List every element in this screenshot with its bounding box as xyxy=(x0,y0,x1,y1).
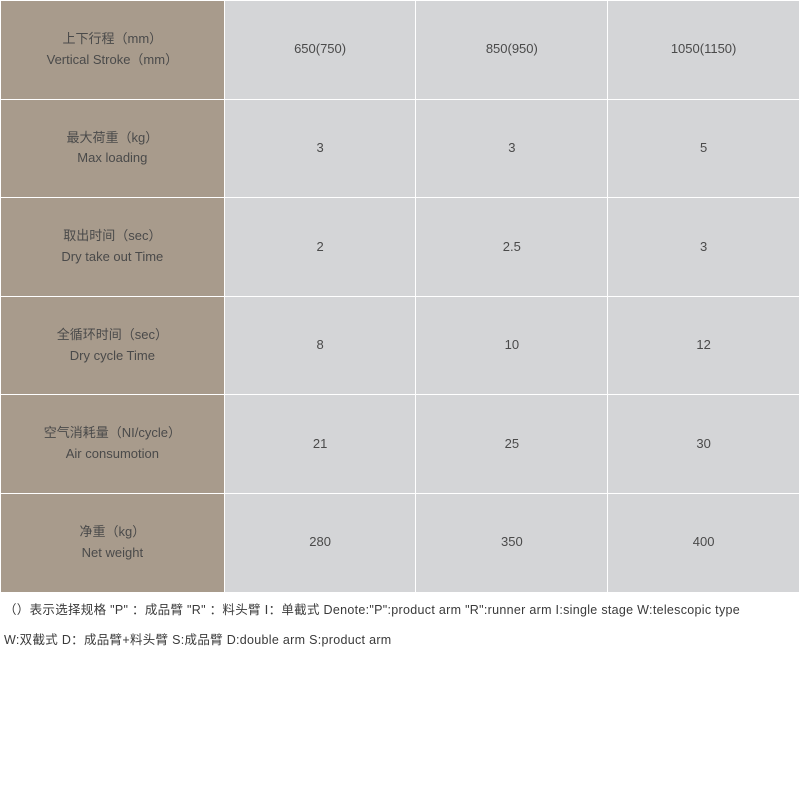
data-cell: 8 xyxy=(224,296,416,395)
table-row: 取出时间（sec） Dry take out Time 2 2.5 3 xyxy=(1,198,800,297)
spec-table-body: 上下行程（mm） Vertical Stroke（mm） 650(750) 85… xyxy=(1,1,800,593)
label-cn: 净重（kg） xyxy=(9,522,216,543)
table-row: 净重（kg） Net weight 280 350 400 xyxy=(1,493,800,592)
data-cell: 280 xyxy=(224,493,416,592)
table-row: 空气消耗量（NI/cycle） Air consumotion 21 25 30 xyxy=(1,395,800,494)
table-row: 上下行程（mm） Vertical Stroke（mm） 650(750) 85… xyxy=(1,1,800,100)
footnote-line-1: （）表示选择规格 "P" ：成品臂 "R" ：料头臂 Ⅰ：单截式 Denote:… xyxy=(0,593,800,624)
data-cell: 650(750) xyxy=(224,1,416,100)
data-cell: 30 xyxy=(608,395,800,494)
table-row: 全循环时间（sec） Dry cycle Time 8 10 12 xyxy=(1,296,800,395)
data-cell: 850(950) xyxy=(416,1,608,100)
label-en: Dry cycle Time xyxy=(9,346,216,367)
footnote-line-2: W:双截式 D：成品臂+料头臂 S:成品臂 D:double arm S:pro… xyxy=(0,623,800,654)
row-label: 上下行程（mm） Vertical Stroke（mm） xyxy=(1,1,225,100)
spec-table: 上下行程（mm） Vertical Stroke（mm） 650(750) 85… xyxy=(0,0,800,593)
label-cn: 取出时间（sec） xyxy=(9,226,216,247)
data-cell: 2.5 xyxy=(416,198,608,297)
data-cell: 400 xyxy=(608,493,800,592)
data-cell: 3 xyxy=(224,99,416,198)
data-cell: 1050(1150) xyxy=(608,1,800,100)
label-en: Vertical Stroke（mm） xyxy=(9,50,216,71)
row-label: 全循环时间（sec） Dry cycle Time xyxy=(1,296,225,395)
data-cell: 2 xyxy=(224,198,416,297)
table-row: 最大荷重（kg） Max loading 3 3 5 xyxy=(1,99,800,198)
row-label: 净重（kg） Net weight xyxy=(1,493,225,592)
data-cell: 5 xyxy=(608,99,800,198)
label-en: Net weight xyxy=(9,543,216,564)
data-cell: 25 xyxy=(416,395,608,494)
label-en: Max loading xyxy=(9,148,216,169)
row-label: 最大荷重（kg） Max loading xyxy=(1,99,225,198)
data-cell: 12 xyxy=(608,296,800,395)
row-label: 空气消耗量（NI/cycle） Air consumotion xyxy=(1,395,225,494)
label-en: Air consumotion xyxy=(9,444,216,465)
data-cell: 21 xyxy=(224,395,416,494)
data-cell: 350 xyxy=(416,493,608,592)
label-cn: 上下行程（mm） xyxy=(9,29,216,50)
label-cn: 最大荷重（kg） xyxy=(9,128,216,149)
data-cell: 3 xyxy=(608,198,800,297)
row-label: 取出时间（sec） Dry take out Time xyxy=(1,198,225,297)
label-en: Dry take out Time xyxy=(9,247,216,268)
label-cn: 空气消耗量（NI/cycle） xyxy=(9,423,216,444)
data-cell: 3 xyxy=(416,99,608,198)
data-cell: 10 xyxy=(416,296,608,395)
label-cn: 全循环时间（sec） xyxy=(9,325,216,346)
